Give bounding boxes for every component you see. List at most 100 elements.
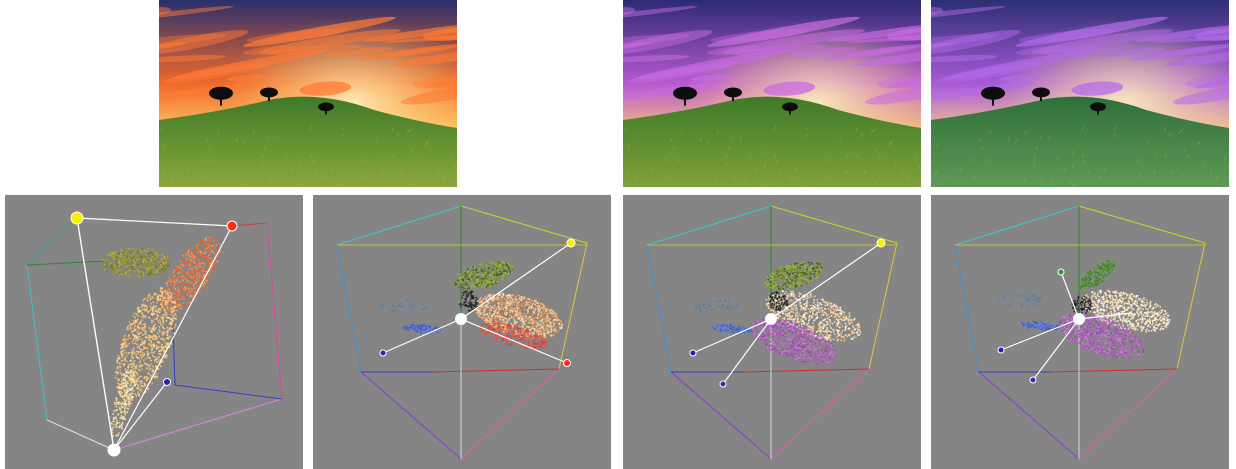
grass-blade xyxy=(300,182,303,187)
palette-hull-panel xyxy=(5,195,303,469)
point-cloud xyxy=(114,286,178,403)
grass-blade xyxy=(773,153,777,158)
grass-blade xyxy=(406,129,410,135)
grass-blade xyxy=(410,181,414,186)
grass-blade xyxy=(1072,182,1075,187)
rgb-cube-plot-recolor-a xyxy=(646,205,898,460)
grass-blade xyxy=(708,180,712,185)
grass-blade xyxy=(1180,173,1183,178)
cloud-streak xyxy=(623,6,636,17)
grass-blade xyxy=(802,182,806,187)
grass-blade xyxy=(754,168,758,173)
tree-trunk xyxy=(684,96,686,106)
grass-blade xyxy=(216,130,220,135)
grass-blade xyxy=(733,177,736,182)
cloud-streak xyxy=(944,49,1101,80)
grass-blade xyxy=(715,178,719,183)
cube-edge xyxy=(460,205,588,244)
grass-blade xyxy=(451,156,455,161)
grass-blade xyxy=(1214,176,1218,181)
grass-blade xyxy=(1035,145,1039,151)
grass-blade xyxy=(764,182,767,187)
cloud-streak xyxy=(159,54,226,63)
cloud-streak xyxy=(1031,29,1173,54)
grass-blade xyxy=(663,157,667,162)
cloud-streak xyxy=(623,30,713,55)
cube-edge xyxy=(26,217,78,266)
palette-swatch-yellow xyxy=(876,238,886,248)
point-cloud xyxy=(474,292,563,340)
grass-blade xyxy=(409,127,412,132)
grass-blade xyxy=(366,173,369,178)
cloud-streak xyxy=(412,73,457,89)
palette-swatch-blue xyxy=(997,346,1005,354)
cube-edge xyxy=(558,242,588,370)
grass-blade xyxy=(790,175,793,180)
grass-blade xyxy=(1103,167,1106,172)
grass-blade xyxy=(860,132,864,137)
cloud-streak xyxy=(1095,47,1165,57)
grass-blade xyxy=(276,135,279,140)
palette-ray xyxy=(113,381,168,451)
cloud-streak xyxy=(931,6,1006,23)
grass-blade xyxy=(1182,181,1186,186)
cloud-streak xyxy=(998,74,1041,82)
cloud-streak xyxy=(1172,85,1229,105)
grass-blade xyxy=(297,180,300,185)
grass-blade xyxy=(1071,163,1075,168)
rgb-cube-panel-recolor-a xyxy=(623,195,921,469)
grass-blade xyxy=(341,126,345,131)
grass-blade xyxy=(917,165,921,170)
cube-edge xyxy=(172,320,176,386)
grass-blade xyxy=(1082,159,1086,165)
tree-trunk xyxy=(992,96,994,106)
cube-edge xyxy=(742,368,870,373)
grass-blade xyxy=(1062,168,1066,173)
palette-ray xyxy=(113,225,233,451)
grass-blade xyxy=(1069,180,1072,185)
grass-blade xyxy=(901,170,905,175)
cube-edge xyxy=(646,244,672,373)
palette-hull-plot xyxy=(26,211,283,457)
grass-blade xyxy=(331,167,334,172)
cloud-streak xyxy=(931,30,1021,55)
grass-blade xyxy=(408,173,411,178)
grass-blade xyxy=(375,139,378,144)
cube-edge xyxy=(336,205,462,246)
grass-blade xyxy=(727,145,731,151)
grass-blade xyxy=(1024,130,1027,135)
cube-edge xyxy=(1050,368,1178,373)
point-cloud xyxy=(101,247,171,279)
grass-blade xyxy=(206,137,209,143)
grass-blade xyxy=(680,130,684,135)
grass-blade xyxy=(870,129,874,135)
palette-ray xyxy=(76,217,115,451)
grass-blade xyxy=(1171,169,1175,175)
grass-blade xyxy=(326,175,329,180)
tree-silhouette xyxy=(1090,102,1106,112)
palette-ray xyxy=(382,318,462,354)
grass-blade xyxy=(875,147,878,152)
point-cloud xyxy=(764,261,824,291)
cube-edge xyxy=(360,371,462,460)
cube-edge xyxy=(868,242,898,370)
grass-blade xyxy=(743,178,746,183)
grass-blade xyxy=(855,126,859,132)
sunset-photo-original xyxy=(159,0,457,187)
grass-blade xyxy=(1163,126,1167,132)
grass-blade xyxy=(634,177,638,182)
grass-blade xyxy=(873,127,876,132)
grass-blade xyxy=(1033,162,1036,167)
palette-swatch-yellow xyxy=(70,211,84,225)
grass-blade xyxy=(1196,141,1199,146)
cloud-streak xyxy=(246,28,346,43)
grass-blade xyxy=(846,152,850,157)
grass-blade xyxy=(1183,147,1186,152)
tree-silhouette xyxy=(981,86,1005,100)
cloud-streak xyxy=(243,16,396,47)
grass-blade xyxy=(1223,156,1227,161)
grass-blade xyxy=(1153,170,1156,175)
grass-blade xyxy=(959,166,963,172)
palette-ray xyxy=(76,217,233,227)
grass-blade xyxy=(1110,182,1114,187)
